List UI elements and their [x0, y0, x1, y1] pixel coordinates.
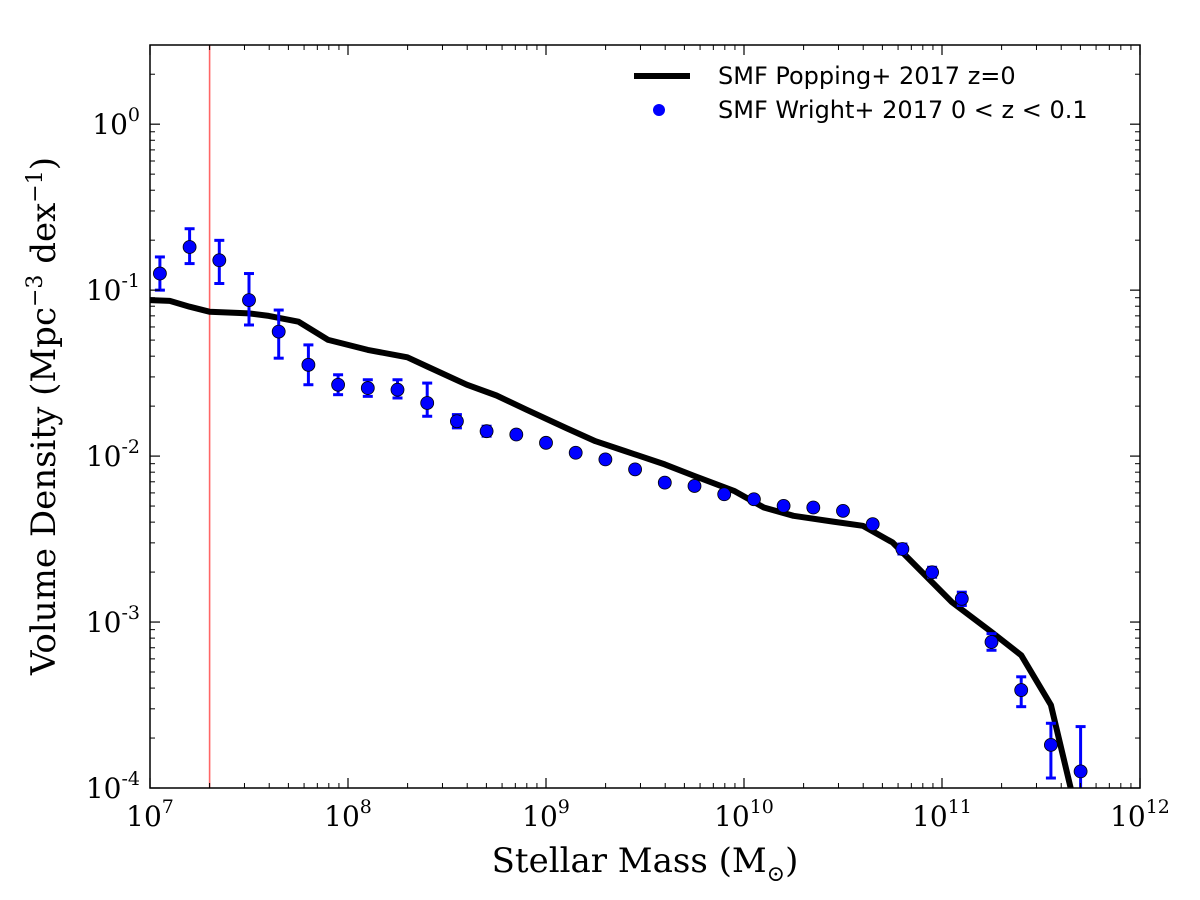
data-point [479, 424, 494, 439]
data-point [657, 475, 672, 490]
data-point [836, 503, 850, 518]
data-point [182, 240, 197, 254]
y-axis-title: Volume Density (Mpc−3 dex−1) [23, 157, 64, 676]
data-point [449, 414, 464, 429]
plot-background [150, 45, 1140, 788]
x-tick-label: 1012 [1110, 796, 1170, 833]
plot-frame [149, 44, 1141, 789]
data-point [539, 435, 553, 450]
y-tick-label: 10-1 [86, 270, 140, 307]
data-point [509, 427, 524, 442]
legend-dot-swatch [653, 104, 665, 116]
data-point [242, 293, 256, 307]
x-tick-label: 109 [522, 796, 570, 833]
data-point [687, 479, 702, 493]
data-point [747, 492, 761, 507]
y-tick-label: 10-3 [86, 602, 140, 639]
data-point [895, 542, 910, 556]
y-tick-label: 100 [92, 104, 140, 141]
data-point [420, 396, 435, 410]
data-point [390, 382, 405, 397]
legend: SMF Popping+ 2017 z=0 SMF Wright+ 2017 0… [634, 62, 1088, 124]
data-point [806, 500, 821, 515]
data-point [598, 452, 613, 467]
x-tick-label: 1010 [714, 796, 774, 833]
data-point [717, 487, 732, 502]
ticks-layer: 107 108 109 1010 1011 1012 10-4 10-3 10-2 10-1 100 [86, 45, 1170, 833]
data-point [152, 266, 167, 281]
legend-label-popping: SMF Popping+ 2017 z=0 [718, 62, 1016, 90]
data-point [568, 445, 583, 460]
data-point [212, 253, 227, 268]
legend-label-wright: SMF Wright+ 2017 0 < z < 0.1 [718, 96, 1088, 124]
x-tick-label: 108 [324, 796, 372, 833]
data-point [925, 565, 939, 580]
data-point [1073, 764, 1088, 779]
data-point [984, 635, 999, 649]
x-tick-label: 1011 [912, 796, 972, 833]
data-point [271, 324, 286, 339]
y-tick-label: 10-4 [86, 768, 140, 805]
data-point [954, 591, 969, 606]
data-point [360, 381, 375, 395]
series-line-popping [150, 297, 1074, 788]
data-point [301, 357, 316, 372]
y-tick-label: 10-2 [86, 436, 140, 473]
data-point [331, 377, 346, 392]
data-point [628, 462, 642, 477]
data-point [1014, 683, 1029, 697]
data-point [1044, 737, 1058, 752]
x-tick-label: 107 [126, 796, 174, 833]
data-layer [150, 45, 1088, 788]
x-axis-title: Stellar Mass (M⊙) [492, 841, 799, 887]
data-point [776, 498, 791, 513]
data-point [865, 517, 880, 532]
